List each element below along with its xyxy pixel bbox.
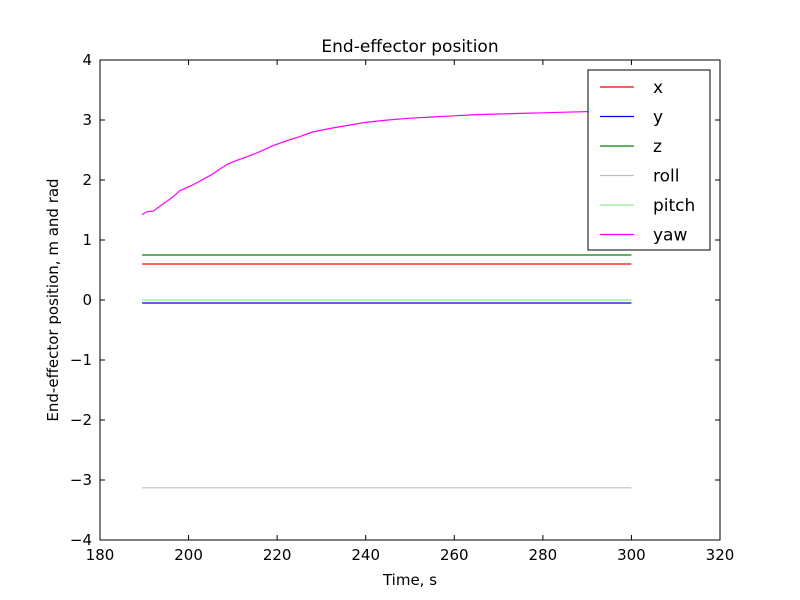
legend-label-roll: roll — [653, 167, 679, 187]
y-tick-label: −2 — [70, 411, 92, 429]
y-tick-label: 0 — [82, 291, 92, 309]
legend-box — [587, 69, 711, 251]
y-tick-label: 1 — [82, 231, 92, 249]
y-tick-label: 3 — [82, 111, 92, 129]
legend-label-yaw: yaw — [653, 226, 687, 246]
legend: xyz roll pitch yaw — [587, 69, 711, 251]
series-line-yaw — [141, 110, 632, 216]
x-tick-label: 180 — [86, 546, 115, 564]
x-axis-ticks: 180 200 220 240 260 280 300 320 — [86, 60, 735, 564]
x-tick-label: 300 — [617, 546, 646, 564]
plot-frame — [99, 59, 721, 541]
x-tick-label: 280 — [529, 546, 558, 564]
x-tick-label: 200 — [174, 546, 203, 564]
y-tick-label: −3 — [70, 471, 92, 489]
series-layer — [141, 110, 632, 489]
y-tick-label: −1 — [70, 351, 92, 369]
legend-label-y: y — [653, 108, 663, 128]
x-axis-label: Time, s — [382, 571, 437, 589]
y-axis-ticks: −4 −3 −2 −1 0 1 2 3 4 — [70, 51, 720, 549]
chart-title: End-effector position — [321, 37, 498, 57]
y-tick-label: 4 — [82, 51, 92, 69]
x-tick-label: 240 — [351, 546, 380, 564]
legend-label-x: x — [653, 78, 663, 98]
x-tick-label: 220 — [263, 546, 292, 564]
legend-label-pitch: pitch — [653, 196, 695, 216]
y-tick-label: −4 — [70, 531, 92, 549]
legend-label-z: z — [653, 137, 662, 157]
y-tick-label: 2 — [82, 171, 92, 189]
y-axis-label: End-effector position, m and rad — [44, 178, 62, 421]
x-tick-label: 320 — [706, 546, 735, 564]
x-tick-label: 260 — [440, 546, 469, 564]
